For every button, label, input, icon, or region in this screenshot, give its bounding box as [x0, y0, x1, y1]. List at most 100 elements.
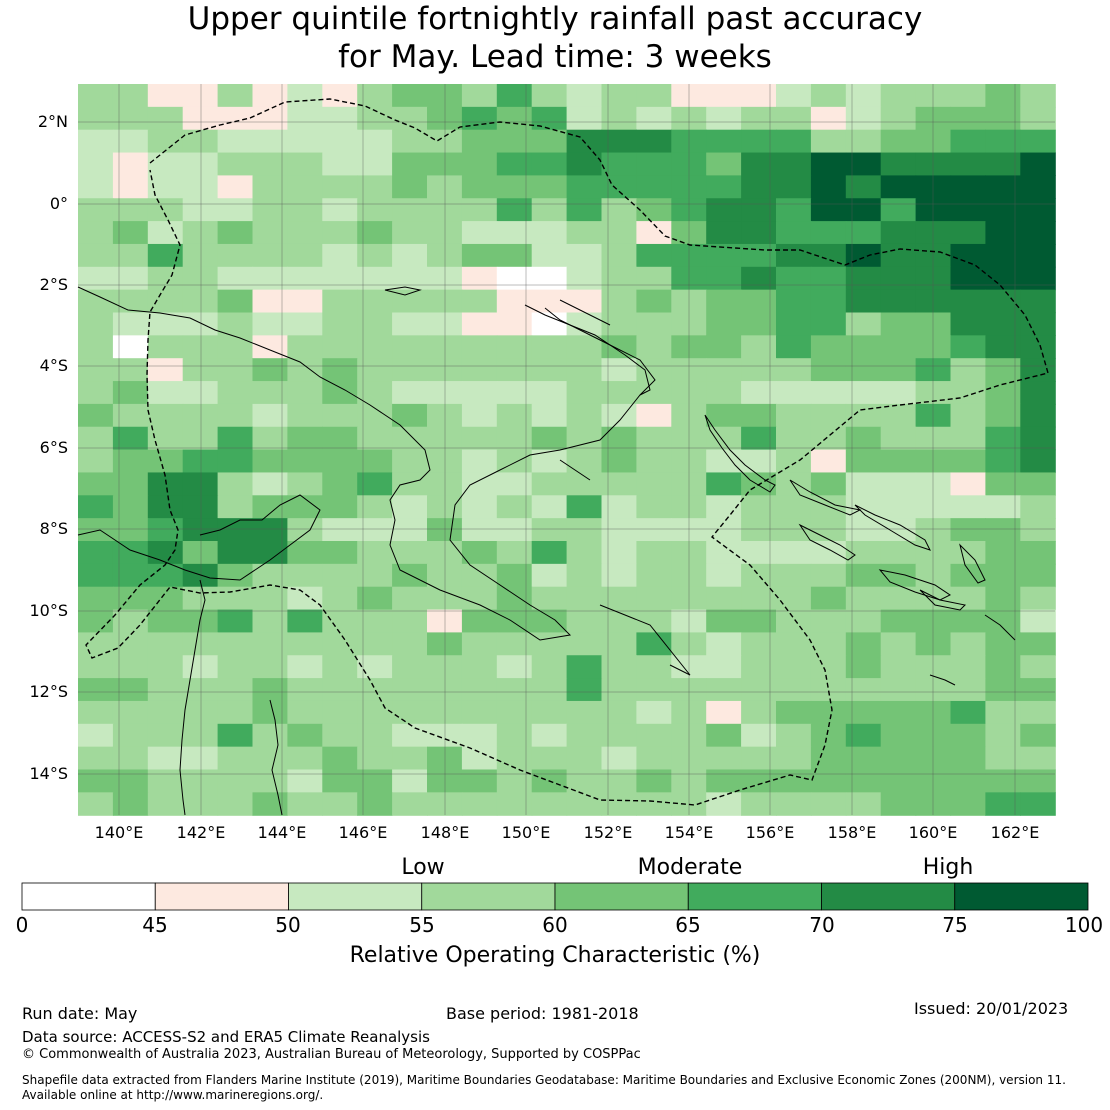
- grid-cell: [357, 198, 393, 222]
- colorbar-segment: [288, 882, 423, 911]
- grid-cell: [950, 495, 986, 519]
- grid-cell: [636, 723, 672, 748]
- grid-cell: [845, 266, 882, 291]
- grid-cell: [427, 426, 463, 451]
- grid-cell: [217, 243, 254, 268]
- grid-cell: [322, 198, 358, 222]
- grid-cell: [601, 266, 637, 291]
- grid-cell: [810, 586, 847, 611]
- grid-cell: [147, 129, 184, 154]
- grid-cell: [252, 700, 288, 725]
- grid-cell: [531, 541, 568, 565]
- grid-cell: [706, 243, 742, 268]
- grid-cell: [880, 700, 917, 725]
- grid-cell: [776, 449, 812, 474]
- grid-cell: [217, 609, 254, 633]
- grid-cell: [252, 449, 288, 474]
- grid-cell: [706, 381, 742, 405]
- grid-cell: [601, 769, 637, 793]
- grid-cell: [392, 335, 428, 359]
- grid-cell: [915, 769, 952, 793]
- grid-cell: [112, 700, 149, 725]
- grid-cell: [566, 586, 603, 611]
- grid-cell: [182, 106, 219, 131]
- grid-cell: [985, 792, 1021, 816]
- grid-cell: [810, 335, 847, 359]
- colorbar-tick-60: 60: [542, 913, 568, 937]
- grid-cell: [845, 129, 882, 154]
- grid-cell: [392, 84, 428, 108]
- grid-cell: [112, 541, 149, 565]
- grid-cell: [322, 84, 358, 108]
- grid-cell: [741, 198, 777, 222]
- grid-cell: [741, 792, 777, 816]
- grid-cell: [950, 746, 986, 771]
- grid-cell: [287, 175, 323, 199]
- grid-cell: [810, 655, 847, 679]
- grid-cell: [217, 129, 254, 154]
- grid-cell: [845, 426, 882, 451]
- grid-cell: [496, 266, 533, 291]
- grid-cell: [461, 586, 498, 611]
- grid-cell: [461, 518, 498, 542]
- grid-cell: [112, 586, 149, 611]
- grid-cell: [880, 723, 917, 748]
- grid-cell: [427, 563, 463, 588]
- grid-cell: [1020, 472, 1056, 496]
- grid-cell: [357, 426, 393, 451]
- grid-cell: [78, 723, 114, 748]
- grid-cell: [427, 678, 463, 702]
- grid-cell: [392, 472, 428, 496]
- grid-cell: [78, 792, 114, 816]
- grid-cell: [776, 84, 812, 108]
- colorbar-segment: [821, 882, 956, 911]
- grid-cell: [147, 655, 184, 679]
- coastline-guadalcanal: [878, 569, 951, 601]
- grid-cell: [741, 609, 777, 633]
- grid-cell: [706, 518, 742, 542]
- grid-cell: [1020, 723, 1056, 748]
- grid-cell: [810, 403, 847, 428]
- grid-cell: [915, 312, 952, 336]
- grid-cell: [985, 586, 1021, 611]
- grid-cell: [1020, 586, 1056, 611]
- grid-cell: [427, 655, 463, 679]
- grid-cell: [112, 358, 149, 382]
- grid-cell: [322, 243, 358, 268]
- grid-cell: [985, 746, 1021, 771]
- grid-cell: [776, 335, 812, 359]
- grid-cell: [601, 84, 637, 108]
- grid-cell: [147, 609, 184, 633]
- grid-cell: [915, 495, 952, 519]
- grid-cell: [636, 769, 672, 793]
- grid-cell: [357, 700, 393, 725]
- grid-cell: [496, 129, 533, 154]
- grid-cell: [776, 586, 812, 611]
- grid-cell: [78, 700, 114, 725]
- grid-cell: [147, 175, 184, 199]
- grid-cell: [566, 678, 603, 702]
- grid-cell: [880, 335, 917, 359]
- grid-cell: [950, 426, 986, 451]
- grid-cell: [706, 723, 742, 748]
- grid-cell: [810, 426, 847, 451]
- grid-cell: [217, 541, 254, 565]
- grid-cell: [566, 152, 603, 176]
- grid-cell: [601, 495, 637, 519]
- grid-cell: [531, 129, 568, 154]
- grid-cell: [427, 335, 463, 359]
- grid-cell: [357, 563, 393, 588]
- grid-cell: [950, 678, 986, 702]
- grid-cell: [461, 266, 498, 291]
- grid-cell: [950, 609, 986, 633]
- grid-cell: [601, 472, 637, 496]
- grid-cell: [776, 152, 812, 176]
- grid-cell: [496, 175, 533, 199]
- grid-cell: [706, 84, 742, 108]
- grid-cell: [496, 449, 533, 474]
- grid-cell: [810, 106, 847, 131]
- grid-cell: [1020, 609, 1056, 633]
- grid-cell: [287, 723, 323, 748]
- grid-cell: [322, 518, 358, 542]
- grid-cell: [845, 586, 882, 611]
